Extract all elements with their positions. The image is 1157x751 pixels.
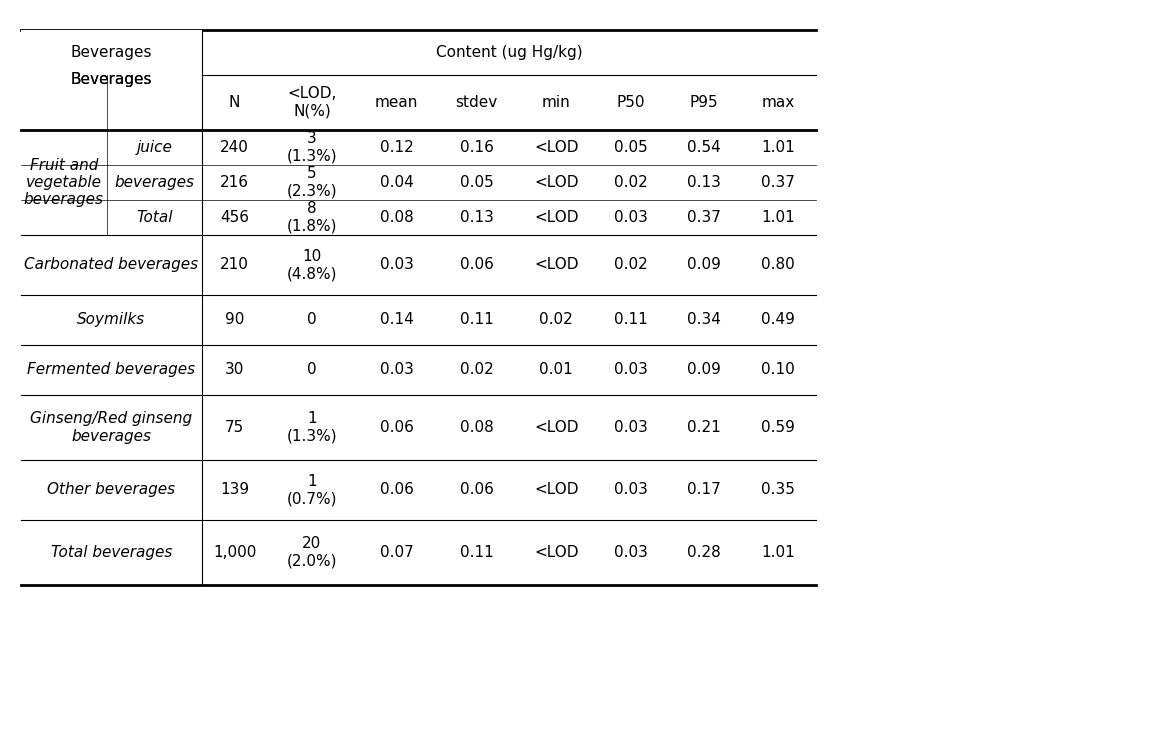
Text: Beverages: Beverages [71,45,152,60]
Text: 0: 0 [307,312,317,327]
Text: 240: 240 [220,140,249,155]
Text: 1,000: 1,000 [213,545,256,560]
Text: max: max [761,95,795,110]
Text: 0.14: 0.14 [379,312,413,327]
Text: <LOD: <LOD [535,175,578,190]
Text: 5
(2.3%): 5 (2.3%) [287,166,337,199]
Text: 0.13: 0.13 [459,210,494,225]
Text: 0.02: 0.02 [614,175,648,190]
Text: P95: P95 [690,95,717,110]
Text: 0.10: 0.10 [761,363,795,378]
Text: <LOD,
N(%): <LOD, N(%) [287,86,337,119]
Text: N: N [229,95,241,110]
Text: 0.03: 0.03 [614,482,648,497]
Text: 1.01: 1.01 [761,210,795,225]
Text: Total beverages: Total beverages [51,545,172,560]
Text: 1.01: 1.01 [761,140,795,155]
Text: 0.16: 0.16 [459,140,494,155]
Text: mean: mean [375,95,419,110]
Text: 0.21: 0.21 [686,420,721,435]
Text: 1
(1.3%): 1 (1.3%) [287,412,337,444]
Text: 0.09: 0.09 [686,363,721,378]
Text: Content (ug Hg/kg): Content (ug Hg/kg) [436,45,582,60]
Text: min: min [541,95,570,110]
Text: <LOD: <LOD [535,140,578,155]
Text: 0.11: 0.11 [459,545,493,560]
Text: 30: 30 [224,363,244,378]
Text: P50: P50 [617,95,646,110]
Text: 0.37: 0.37 [761,175,795,190]
Text: 10
(4.8%): 10 (4.8%) [287,249,337,281]
Text: <LOD: <LOD [535,545,578,560]
Text: 0.11: 0.11 [614,312,648,327]
Text: 0.07: 0.07 [379,545,413,560]
Text: 0.06: 0.06 [379,420,414,435]
Text: Ginseng/Red ginseng
beverages: Ginseng/Red ginseng beverages [30,412,192,444]
Text: Carbonated beverages: Carbonated beverages [24,258,198,273]
Text: 0.11: 0.11 [459,312,493,327]
Text: 3
(1.3%): 3 (1.3%) [287,131,337,164]
Text: Fruit and
vegetable
beverages: Fruit and vegetable beverages [24,158,104,207]
Text: 0.06: 0.06 [459,482,494,497]
Text: 0.06: 0.06 [459,258,494,273]
Text: 0.03: 0.03 [614,545,648,560]
Text: 0.28: 0.28 [686,545,721,560]
Text: 8
(1.8%): 8 (1.8%) [287,201,337,234]
Text: 0.04: 0.04 [379,175,413,190]
Text: Beverages: Beverages [71,73,152,88]
Text: <LOD: <LOD [535,420,578,435]
Text: Fermented beverages: Fermented beverages [28,363,196,378]
Text: Other beverages: Other beverages [47,482,176,497]
Text: 0.37: 0.37 [686,210,721,225]
Text: 0.49: 0.49 [761,312,795,327]
Text: 0.08: 0.08 [459,420,493,435]
Bar [21,30,202,75]
Text: 0.02: 0.02 [459,363,493,378]
Text: <LOD: <LOD [535,258,578,273]
Text: 0.54: 0.54 [686,140,721,155]
Text: 0.34: 0.34 [686,312,721,327]
Text: 75: 75 [224,420,244,435]
Text: Total: Total [137,210,174,225]
Text: 0.02: 0.02 [614,258,648,273]
Text: 0.35: 0.35 [761,482,795,497]
Text: 139: 139 [220,482,249,497]
Text: 20
(2.0%): 20 (2.0%) [287,536,337,569]
Text: 0.59: 0.59 [761,420,795,435]
Text: 0: 0 [307,363,317,378]
Text: 1.01: 1.01 [761,545,795,560]
Text: 0.03: 0.03 [379,258,414,273]
Text: 0.02: 0.02 [539,312,573,327]
Text: <LOD: <LOD [535,210,578,225]
Text: 456: 456 [220,210,249,225]
Text: 0.17: 0.17 [686,482,721,497]
Text: 0.03: 0.03 [614,210,648,225]
Text: 0.05: 0.05 [614,140,648,155]
Text: <LOD: <LOD [535,482,578,497]
Text: 0.05: 0.05 [459,175,493,190]
Text: 0.08: 0.08 [379,210,413,225]
Text: 1
(0.7%): 1 (0.7%) [287,474,337,506]
Text: 0.03: 0.03 [614,420,648,435]
Text: 0.09: 0.09 [686,258,721,273]
Text: 0.80: 0.80 [761,258,795,273]
Text: 0.12: 0.12 [379,140,413,155]
Text: 90: 90 [224,312,244,327]
Text: 0.06: 0.06 [379,482,414,497]
Text: 0.03: 0.03 [379,363,414,378]
Text: beverages: beverages [115,175,194,190]
Text: stdev: stdev [456,95,498,110]
Text: juice: juice [137,140,172,155]
Text: 0.01: 0.01 [539,363,573,378]
Text: 210: 210 [220,258,249,273]
Text: Soymilks: Soymilks [78,312,146,327]
Text: 0.03: 0.03 [614,363,648,378]
Text: Beverages: Beverages [71,73,152,88]
Text: 216: 216 [220,175,249,190]
Text: 0.13: 0.13 [686,175,721,190]
